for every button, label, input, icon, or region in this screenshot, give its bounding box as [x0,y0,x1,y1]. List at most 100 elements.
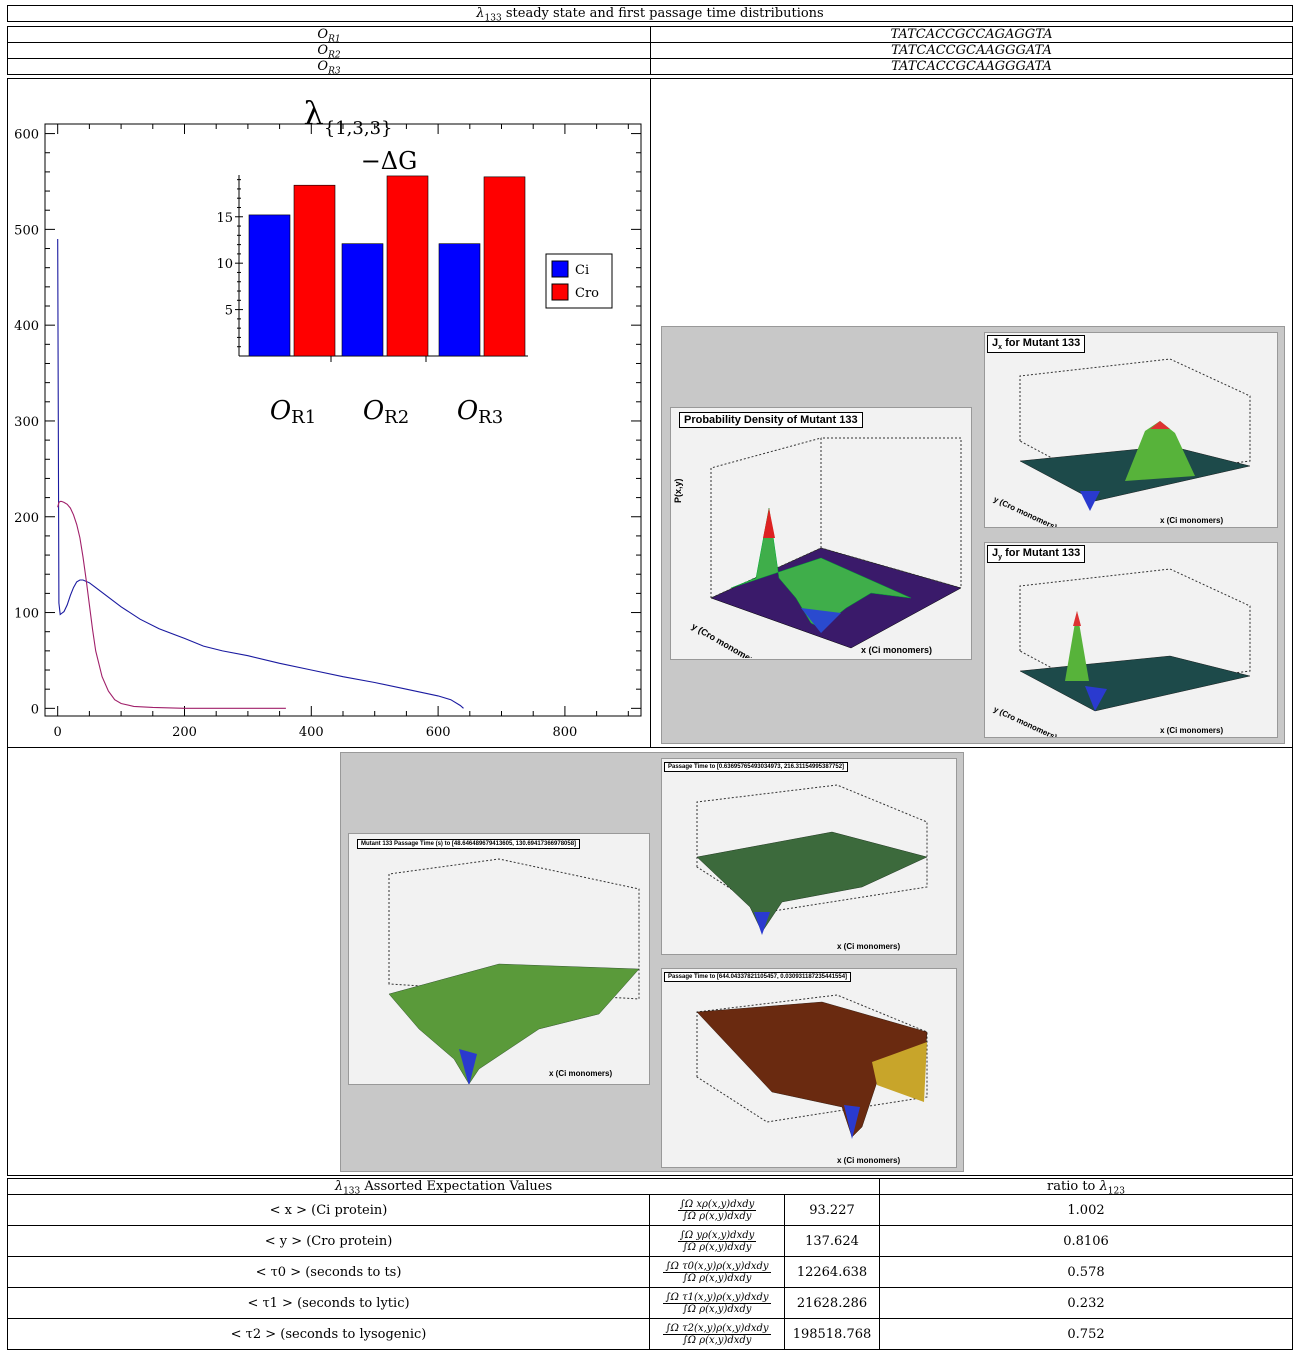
passage-time-title-1: Mutant 133 Passage Time (s) to [48.64648… [357,839,581,849]
formula-denominator: ∫Ω ρ(x,y)dxdy [682,1303,752,1315]
inset-ticks: 5 10 15 [216,179,427,362]
expectation-ratio-cell: 1.002 [879,1194,1293,1226]
density-trough [801,608,841,633]
jx-surface: x (Ci monomers) y (Cro monomers) [992,358,1251,527]
inset-y-tick-label: 10 [216,257,233,272]
inset-category-labels: OR1 OR2 OR3 [270,396,503,428]
jx-peak [1125,421,1195,481]
passage-surface-3: x (Ci monomers) [696,994,928,1165]
expectation-label: < y > (Cro protein) [264,1233,393,1249]
expectations-title: λ133 Assorted Expectation Values [7,1178,880,1197]
y-tick-label: 300 [14,415,39,430]
expectation-ratio: 0.8106 [1063,1233,1109,1249]
y-tick-label: 0 [31,702,39,717]
jy-plot: Jy for Mutant 133 x (Ci monomers) y (Cro… [984,542,1278,738]
bar-ci [248,214,291,357]
expectation-formula: ∫Ω τ2(x,y)ρ(x,y)dxdy ∫Ω ρ(x,y)dxdy [663,1322,771,1346]
series-line-2 [57,500,286,709]
x-tick-label: 0 [54,725,62,740]
passage-time-cell [7,747,1293,1176]
passage-surface-1: x (Ci monomers) [388,858,640,1084]
jy-peak-top [1073,611,1081,626]
operator-label-r2: OR2 [7,42,651,61]
expectation-value: 198518.768 [792,1326,872,1342]
expectation-formula-cell: ∫Ω τ1(x,y)ρ(x,y)dxdy ∫Ω ρ(x,y)dxdy [649,1287,785,1319]
expectation-value-cell: 21628.286 [784,1287,880,1319]
expectation-value-cell: 137.624 [784,1225,880,1257]
passage-time-plot-1: Mutant 133 Passage Time (s) to [48.64648… [348,833,650,1085]
formula-numerator: ∫Ω τ0(x,y)ρ(x,y)dxdy [663,1260,771,1273]
x-axis-label: x (Ci monomers) [1160,516,1223,525]
expectation-ratio-cell: 0.578 [879,1256,1293,1288]
expectation-ratio-cell: 0.8106 [879,1225,1293,1257]
operator-label-r1: OR1 [7,26,651,45]
operator-sequence-r3: TATCACCGCAAGGGATA [650,58,1293,75]
expectation-formula: ∫Ω xρ(x,y)dxdy ∫Ω ρ(x,y)dxdy [677,1198,757,1222]
main-axis-ticks: 0 200 400 600 800 0 100 200 300 400 500 600 [14,124,641,740]
passage-time-title-3: Passage Time to [644.04337821105457, 0.0… [664,972,852,982]
formula-denominator: ∫Ω ρ(x,y)dxdy [682,1210,752,1222]
expectation-value-cell: 93.227 [784,1194,880,1226]
main-chart-title: λ{1,3,3} [304,94,393,139]
expectation-label: < x > (Ci protein) [269,1202,388,1218]
expectation-label-cell: < y > (Cro protein) [7,1225,650,1257]
legend-swatch-cro [551,283,569,301]
bar-cro [386,175,429,357]
main-series [57,238,464,709]
x-axis-label: x (Ci monomers) [549,1069,612,1078]
passage-time-plot-2: Passage Time to [0.63695765493034973, 21… [661,758,957,955]
inset-y-tick-label: 15 [216,211,233,226]
inset-category-label: OR3 [457,396,503,428]
plot-frame [44,123,642,717]
expectation-formula-cell: ∫Ω τ0(x,y)ρ(x,y)dxdy ∫Ω ρ(x,y)dxdy [649,1256,785,1288]
expectation-label: < τ1 > (seconds to lytic) [247,1295,410,1311]
expectation-ratio-cell: 0.752 [879,1318,1293,1350]
bar-ci [341,243,384,357]
y-axis-label: y (Cro monomers) [992,495,1059,527]
expectation-ratio: 0.232 [1067,1295,1105,1311]
x-tick-label: 800 [553,725,578,740]
y-axis-label: y (Cro monomers) [690,621,762,658]
series-line-1 [57,238,464,709]
passage-trough-3 [844,1105,860,1139]
formula-numerator: ∫Ω τ1(x,y)ρ(x,y)dxdy [663,1291,771,1304]
surface-box [696,784,928,913]
formula-denominator: ∫Ω ρ(x,y)dxdy [682,1272,752,1284]
inset-title: −ΔG [361,147,418,175]
y-tick-label: 500 [14,223,39,238]
inset-category-label: OR1 [270,396,316,428]
table-title-text: steady state and first passage time dist… [501,6,824,21]
expectation-ratio: 0.752 [1067,1326,1105,1342]
bar-cro [293,184,336,357]
formula-numerator: ∫Ω τ2(x,y)ρ(x,y)dxdy [663,1322,771,1335]
passage-surface-body-1 [388,963,640,1084]
expectation-label-cell: < τ0 > (seconds to ts) [7,1256,650,1288]
probability-density-plot: Probability Density of Mutant 133 P(x,y)… [670,407,972,660]
expectation-value: 21628.286 [796,1295,868,1311]
expectation-label-cell: < τ2 > (seconds to lysogenic) [7,1318,650,1350]
jx-peak-top [1150,421,1170,429]
expectation-value-cell: 198518.768 [784,1318,880,1350]
jx-trough [1080,491,1100,511]
legend-label-cro: Cro [575,286,599,301]
y-tick-label: 400 [14,319,39,334]
formula-numerator: ∫Ω xρ(x,y)dxdy [677,1198,757,1211]
x-tick-label: 400 [299,725,324,740]
expectation-ratio: 0.578 [1067,1264,1105,1280]
inset-legend: Ci Cro [545,253,613,309]
bar-cro [483,176,526,357]
operator-label-r3: OR3 [7,58,651,77]
y-tick-label: 200 [14,511,39,526]
density-peak-top [763,508,775,538]
density-axis-label: P(x,y) [673,478,683,503]
expectation-label-cell: < x > (Ci protein) [7,1194,650,1226]
passage-plateau-3 [872,1042,927,1102]
jx-title: Jx for Mutant 133 [987,335,1086,354]
surface-side-wall [710,437,822,599]
main-chart: λ{1,3,3} 0 200 400 600 800 0 100 200 300 400 500 60… [14,94,642,740]
x-axis-label: x (Ci monomers) [837,1156,900,1165]
expectation-formula: ∫Ω τ1(x,y)ρ(x,y)dxdy ∫Ω ρ(x,y)dxdy [663,1291,771,1315]
expectation-formula-cell: ∫Ω τ2(x,y)ρ(x,y)dxdy ∫Ω ρ(x,y)dxdy [649,1318,785,1350]
expectation-formula-cell: ∫Ω yρ(x,y)dxdy ∫Ω ρ(x,y)dxdy [649,1225,785,1257]
expectation-value: 12264.638 [796,1264,868,1280]
